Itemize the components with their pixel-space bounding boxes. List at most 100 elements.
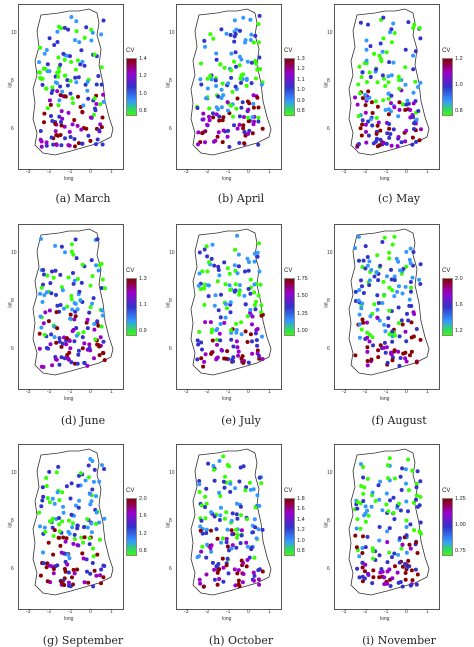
x-tick-label: 1: [268, 389, 271, 395]
station-point: [381, 15, 386, 20]
station-point: [395, 570, 400, 575]
station-point: [388, 498, 392, 503]
station-point: [403, 571, 408, 575]
station-point: [255, 250, 260, 255]
ghana-map: [348, 228, 430, 376]
station-point: [203, 505, 207, 510]
station-point: [407, 297, 412, 302]
station-point: [374, 116, 379, 120]
station-point: [357, 142, 361, 146]
station-point: [41, 550, 45, 555]
station-point: [363, 110, 368, 115]
station-point: [57, 336, 62, 341]
y-tick-label: 8: [11, 78, 14, 84]
station-point: [53, 357, 58, 362]
x-tick-label: -1: [68, 609, 73, 615]
station-point: [93, 108, 98, 113]
station-point: [195, 357, 200, 362]
ghana-map: [32, 228, 114, 376]
station-point: [252, 555, 257, 560]
station-point: [413, 79, 418, 84]
station-point: [359, 306, 364, 311]
station-point: [62, 124, 67, 129]
station-point: [389, 73, 394, 78]
station-point: [61, 504, 65, 509]
panel-caption: (i) November: [362, 634, 436, 647]
station-point: [215, 582, 220, 587]
station-point: [356, 234, 361, 239]
station-point: [418, 337, 423, 342]
station-point: [237, 283, 242, 288]
station-point: [391, 495, 396, 500]
station-point: [399, 546, 404, 551]
station-point: [60, 341, 65, 346]
station-point: [220, 81, 225, 86]
station-point: [218, 513, 223, 518]
station-point: [372, 51, 377, 56]
station-point: [87, 310, 92, 315]
station-point: [72, 339, 77, 344]
station-point: [78, 471, 83, 476]
station-point: [252, 282, 257, 287]
station-point: [201, 364, 206, 369]
station-point: [200, 544, 205, 549]
station-point: [48, 102, 53, 107]
station-point: [361, 499, 366, 503]
legend-tick-label: 1.1: [297, 76, 305, 83]
station-point: [244, 83, 249, 88]
y-tick-label: 10: [169, 250, 175, 256]
station-point: [40, 498, 45, 503]
station-point: [391, 511, 396, 515]
station-point: [199, 518, 204, 523]
legend-title: CV: [284, 268, 293, 274]
map-plot-area: [18, 444, 124, 610]
station-point: [385, 274, 389, 279]
station-point: [199, 340, 204, 345]
station-point: [376, 483, 381, 488]
station-point: [253, 505, 258, 510]
station-point: [386, 316, 391, 321]
station-point: [226, 108, 230, 113]
station-point: [47, 308, 52, 313]
station-point: [257, 503, 262, 508]
station-point: [95, 237, 100, 242]
station-point: [383, 329, 388, 334]
station-point: [248, 310, 253, 315]
station-point: [413, 49, 418, 54]
station-point: [233, 282, 238, 287]
x-axis-label: long: [64, 616, 74, 622]
station-point: [37, 510, 42, 515]
station-point: [67, 556, 72, 561]
station-point: [101, 350, 105, 355]
station-point: [100, 142, 105, 147]
station-point: [222, 485, 227, 490]
station-point: [236, 578, 241, 583]
station-point: [101, 339, 106, 344]
legend-tick-label: 1.2: [297, 66, 305, 73]
station-point: [68, 584, 73, 589]
station-point: [364, 58, 369, 63]
station-point: [241, 464, 246, 469]
station-point: [389, 143, 394, 148]
station-point: [355, 566, 360, 571]
station-point: [247, 101, 252, 106]
station-point: [389, 277, 394, 282]
station-point: [64, 342, 69, 347]
station-point: [212, 577, 217, 582]
station-point: [411, 90, 416, 95]
station-point: [214, 564, 219, 569]
station-point: [363, 92, 368, 97]
station-point: [356, 82, 361, 87]
station-point: [87, 342, 92, 347]
country-outline: [348, 8, 430, 156]
station-point: [219, 27, 224, 32]
station-point: [201, 584, 206, 589]
station-point: [363, 519, 368, 524]
station-point: [369, 504, 374, 509]
station-point: [375, 123, 380, 128]
map-panel: long lat -3 -2 -1 0 1 10 8 6 CV 1.2 1.0 0.8: [324, 4, 474, 189]
station-point: [73, 314, 78, 319]
station-point: [408, 280, 413, 284]
x-tick-label: 1: [110, 389, 113, 395]
station-point: [44, 484, 49, 488]
